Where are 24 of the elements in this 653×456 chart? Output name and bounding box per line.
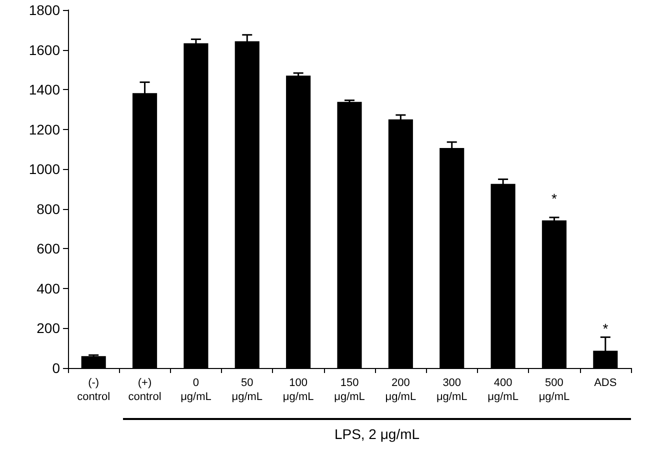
x-tick-label: 50 μg/mL <box>232 377 263 403</box>
x-tick-label: 400 μg/mL <box>488 377 518 403</box>
annotation: * <box>552 190 558 206</box>
y-tick-label: 1400 <box>28 82 60 98</box>
x-tick-label: 500 μg/mL <box>538 377 570 403</box>
y-tick-label: 200 <box>36 320 60 336</box>
y-tick-label: 800 <box>36 200 60 217</box>
y-tick-label: 1200 <box>28 121 60 138</box>
y-tick-label: 600 <box>36 240 60 257</box>
x-tick-label: (+) control <box>128 377 162 403</box>
annotation: * <box>602 320 609 337</box>
x-tick-label: 200 μg/mL <box>385 377 416 403</box>
x-tick-label: 150 μg/mL <box>334 377 365 403</box>
y-tick-label: 400 <box>36 280 60 296</box>
y-tick-label: 1000 <box>28 161 60 178</box>
x-axis-title: LPS, 2 μg/mL <box>334 426 420 442</box>
x-tick-label: 0 μg/mL <box>180 377 212 403</box>
x-tick-label: 300 μg/mL <box>436 377 468 403</box>
y-tick-label: 1600 <box>28 42 60 58</box>
y-tick-label: 1800 <box>28 2 60 18</box>
y-tick-label: 0 <box>52 360 60 376</box>
x-tick-label: 100 μg/mL <box>282 377 314 403</box>
x-tick-label: ADS <box>594 377 617 389</box>
x-tick-label: (-) control <box>77 377 110 403</box>
